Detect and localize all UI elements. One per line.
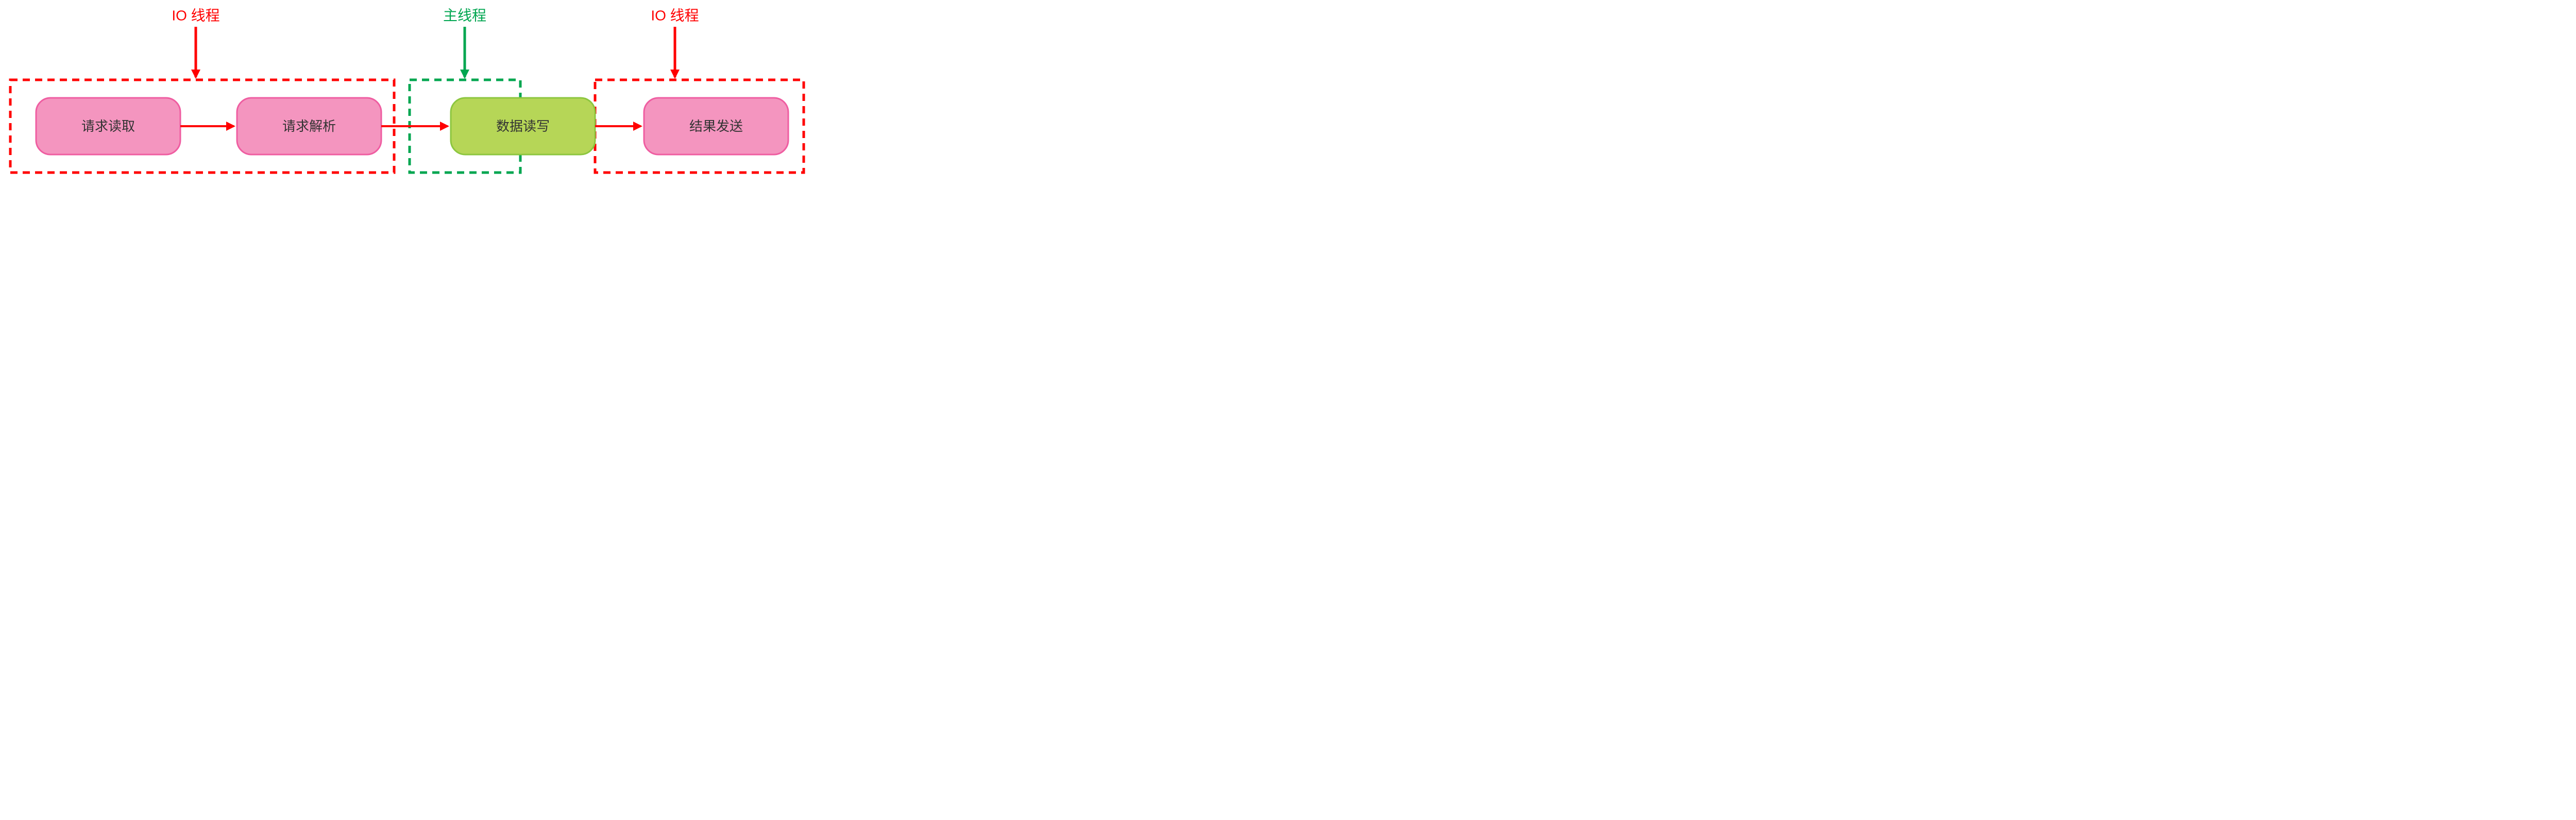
node-label-n2: 请求解析 [282,118,336,134]
label-io-left: IO 线程 [172,8,219,24]
label-main: 主线程 [443,8,486,24]
node-label-n3: 数据读写 [496,118,550,134]
flow-diagram: 请求读取 请求解析 数据读写 结果发送 IO 线程 主线程 IO 线程 [0,0,814,185]
label-io-right: IO 线程 [651,8,699,24]
node-label-n1: 请求读取 [81,118,135,134]
node-label-n4: 结果发送 [689,118,743,134]
